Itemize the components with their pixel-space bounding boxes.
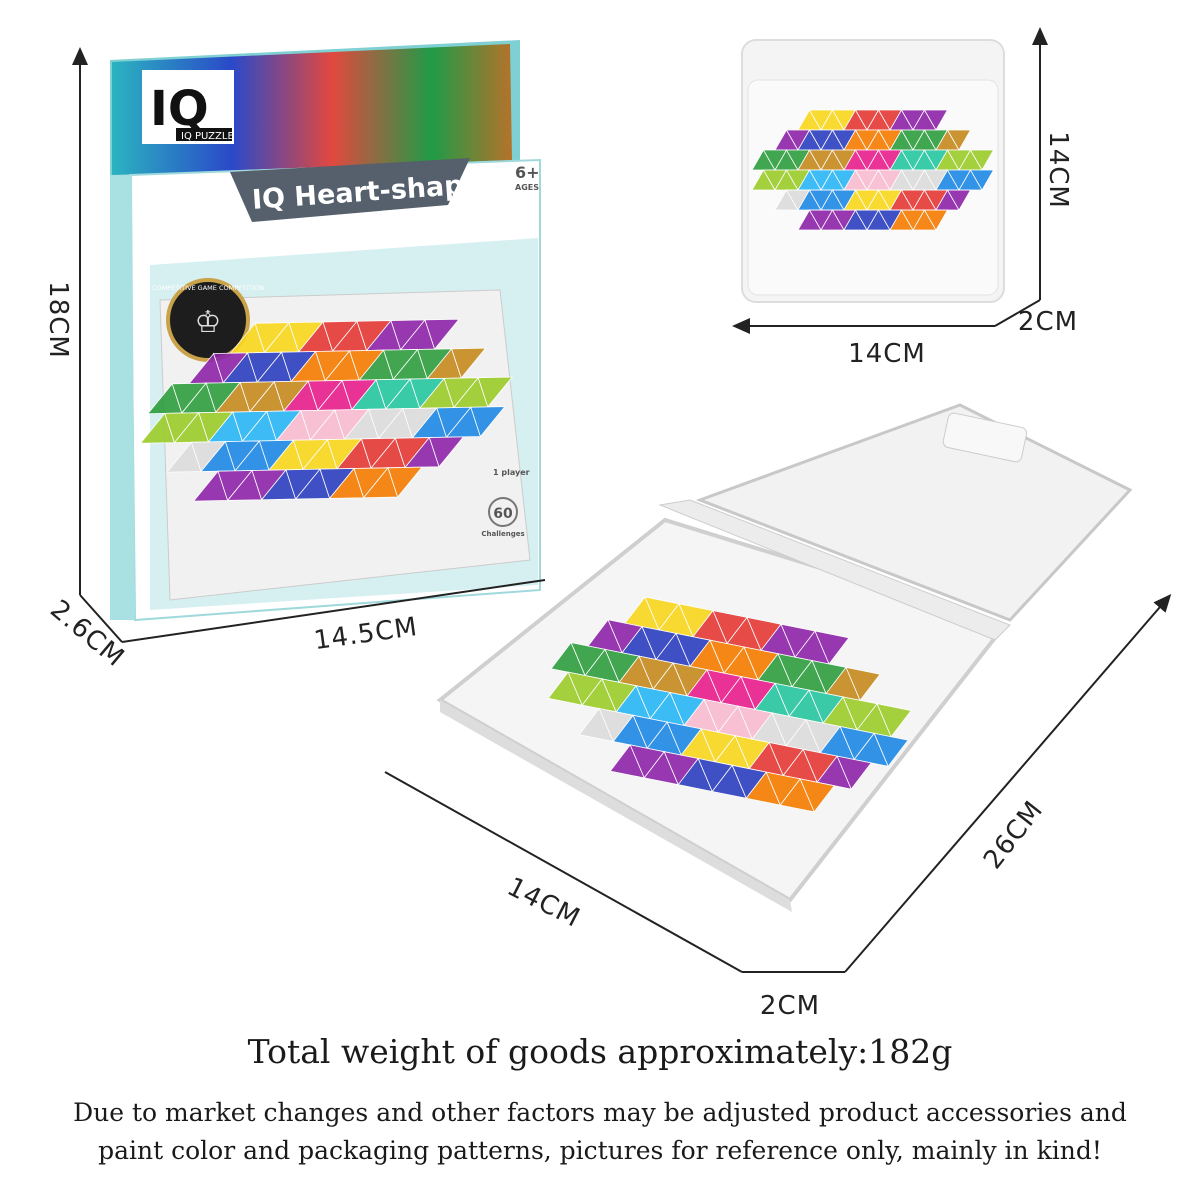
puzzle-tile [923,209,949,231]
disclaimer-note: Due to market changes and other factors … [0,1094,1200,1170]
box-width-label: 14.5CM [312,612,420,656]
note-line-2: paint color and packaging patterns, pict… [98,1136,1102,1165]
puzzle-tile [470,406,506,438]
puzzle-tile [946,189,972,211]
badge-text: COMPETITIVE GAME COMPETITION [152,284,264,292]
open-length-label: 26CM [978,795,1049,875]
puzzle-tile [969,169,995,191]
players-text: 1 player [493,468,530,477]
box-height-label: 18CM [43,281,73,359]
puzzle-tile [799,778,835,813]
box-heart-puzzle [139,318,514,502]
weight-caption: Total weight of goods approximately:182g [247,1032,953,1071]
puzzle-tile [428,436,465,468]
dimension-lines [72,27,1172,973]
open-case [436,403,1133,912]
note-line-1: Due to market changes and other factors … [73,1098,1127,1127]
closed-depth-label: 2CM [1018,307,1078,337]
puzzle-tile [969,149,995,171]
puzzle-tile [836,755,872,790]
closed-case [741,39,1005,303]
puzzle-tile [814,630,850,665]
puzzle-tile [845,666,881,702]
closed-width-label: 14CM [848,339,926,369]
closed-case-heart-puzzle [751,109,995,231]
competition-badge: COMPETITIVE GAME COMPETITION ♔ [152,278,264,362]
open-case-heart-puzzle [547,596,912,813]
age-label: 6+ [515,163,540,182]
ages-text: AGES [515,183,539,192]
title-banner [230,158,470,222]
open-width-label: 14CM [502,872,585,934]
puzzle-tile [451,347,487,379]
puzzle-tile [946,129,972,151]
challenges-count: 60 [493,506,513,522]
retail-box: IQ IQ PUZZLE IQ Heart-shaped 6+ AGES COM… [110,40,541,622]
logo-text: IQ PUZZLE [181,131,234,142]
iq-logo: IQ IQ PUZZLE [142,70,234,144]
puzzle-tile [876,703,912,738]
open-depth-label: 2CM [760,991,820,1021]
puzzle-tile [873,732,909,768]
puzzle-tile [477,376,514,408]
puzzle-tile [424,318,460,350]
svg-text:♔: ♔ [195,305,222,340]
closed-height-label: 14CM [1043,131,1073,209]
puzzle-tile [387,466,423,498]
puzzle-tile [923,109,949,131]
svg-text:IQ: IQ [150,81,209,137]
challenges-label: Challenges [481,530,524,538]
